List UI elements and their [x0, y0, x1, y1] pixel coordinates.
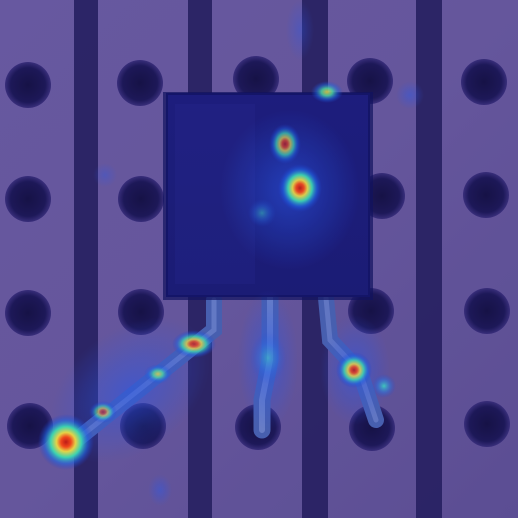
heat-spot-left-leg-a — [144, 364, 172, 384]
hole — [461, 59, 507, 105]
hole — [464, 401, 510, 447]
haze — [396, 81, 424, 109]
heat-spot-component-top-right — [311, 81, 343, 103]
hole — [5, 176, 51, 222]
heat-spot-component-center — [278, 164, 322, 212]
heat-spot-component-upper — [269, 124, 301, 164]
hole — [463, 172, 509, 218]
heat-spot-right-leg-b — [372, 374, 396, 398]
hole — [118, 176, 164, 222]
haze — [148, 474, 172, 506]
heat-spot-middle-leg — [250, 332, 286, 384]
heat-spot-left-leg-mid — [172, 330, 216, 358]
heat-spot-component-lower — [248, 199, 276, 227]
hole — [233, 56, 279, 102]
haze — [50, 317, 210, 463]
haze — [286, 0, 314, 60]
hole — [117, 60, 163, 106]
heat-spot-left-leg-b — [89, 401, 117, 423]
haze — [93, 163, 117, 187]
heat-spot-right-leg-a — [336, 352, 372, 388]
hole — [464, 288, 510, 334]
heat-spot-left-leg-tail — [38, 414, 94, 470]
heatmap-spots — [38, 81, 396, 470]
hole — [5, 290, 51, 336]
hole — [5, 62, 51, 108]
